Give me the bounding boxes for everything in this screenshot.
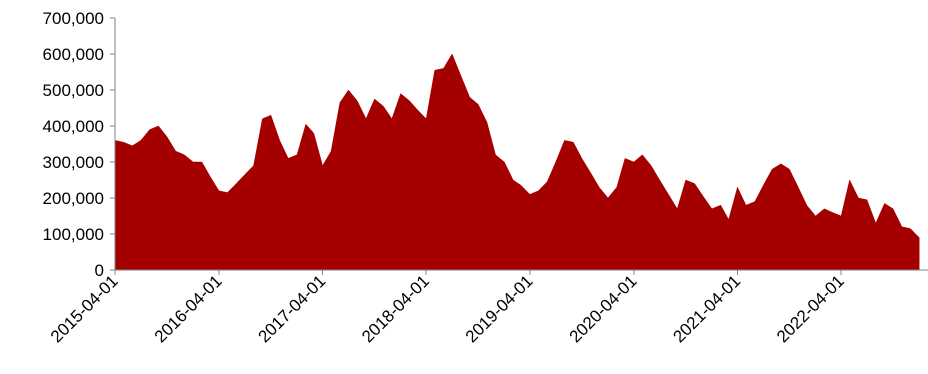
y-tick-label: 100,000	[43, 225, 104, 244]
x-tick-label: 2022-04-01	[773, 271, 848, 346]
x-tick-label: 2017-04-01	[254, 271, 329, 346]
x-tick-label: 2020-04-01	[566, 271, 641, 346]
x-tick-label: 2016-04-01	[151, 271, 226, 346]
y-tick-label: 200,000	[43, 189, 104, 208]
x-axis-ticks: 2015-04-01 2016-04-01 2017-04-01 2018-04-01…	[47, 270, 848, 346]
y-tick-label: 600,000	[43, 45, 104, 64]
y-axis-ticks: 0 100,000 200,000 300,000 400,000 500,000 600,…	[43, 9, 115, 280]
axes	[114, 18, 928, 271]
y-tick-label: 500,000	[43, 81, 104, 100]
x-tick-label: 2019-04-01	[462, 271, 537, 346]
data-area-group	[114, 53, 920, 271]
data-area	[114, 53, 920, 271]
x-tick-label: 2015-04-01	[47, 271, 122, 346]
y-tick-label: 0	[95, 261, 104, 280]
y-tick-label: 700,000	[43, 9, 104, 28]
y-tick-label: 400,000	[43, 117, 104, 136]
x-tick-label: 2018-04-01	[358, 271, 433, 346]
y-tick-label: 300,000	[43, 153, 104, 172]
x-tick-label: 2021-04-01	[669, 271, 744, 346]
